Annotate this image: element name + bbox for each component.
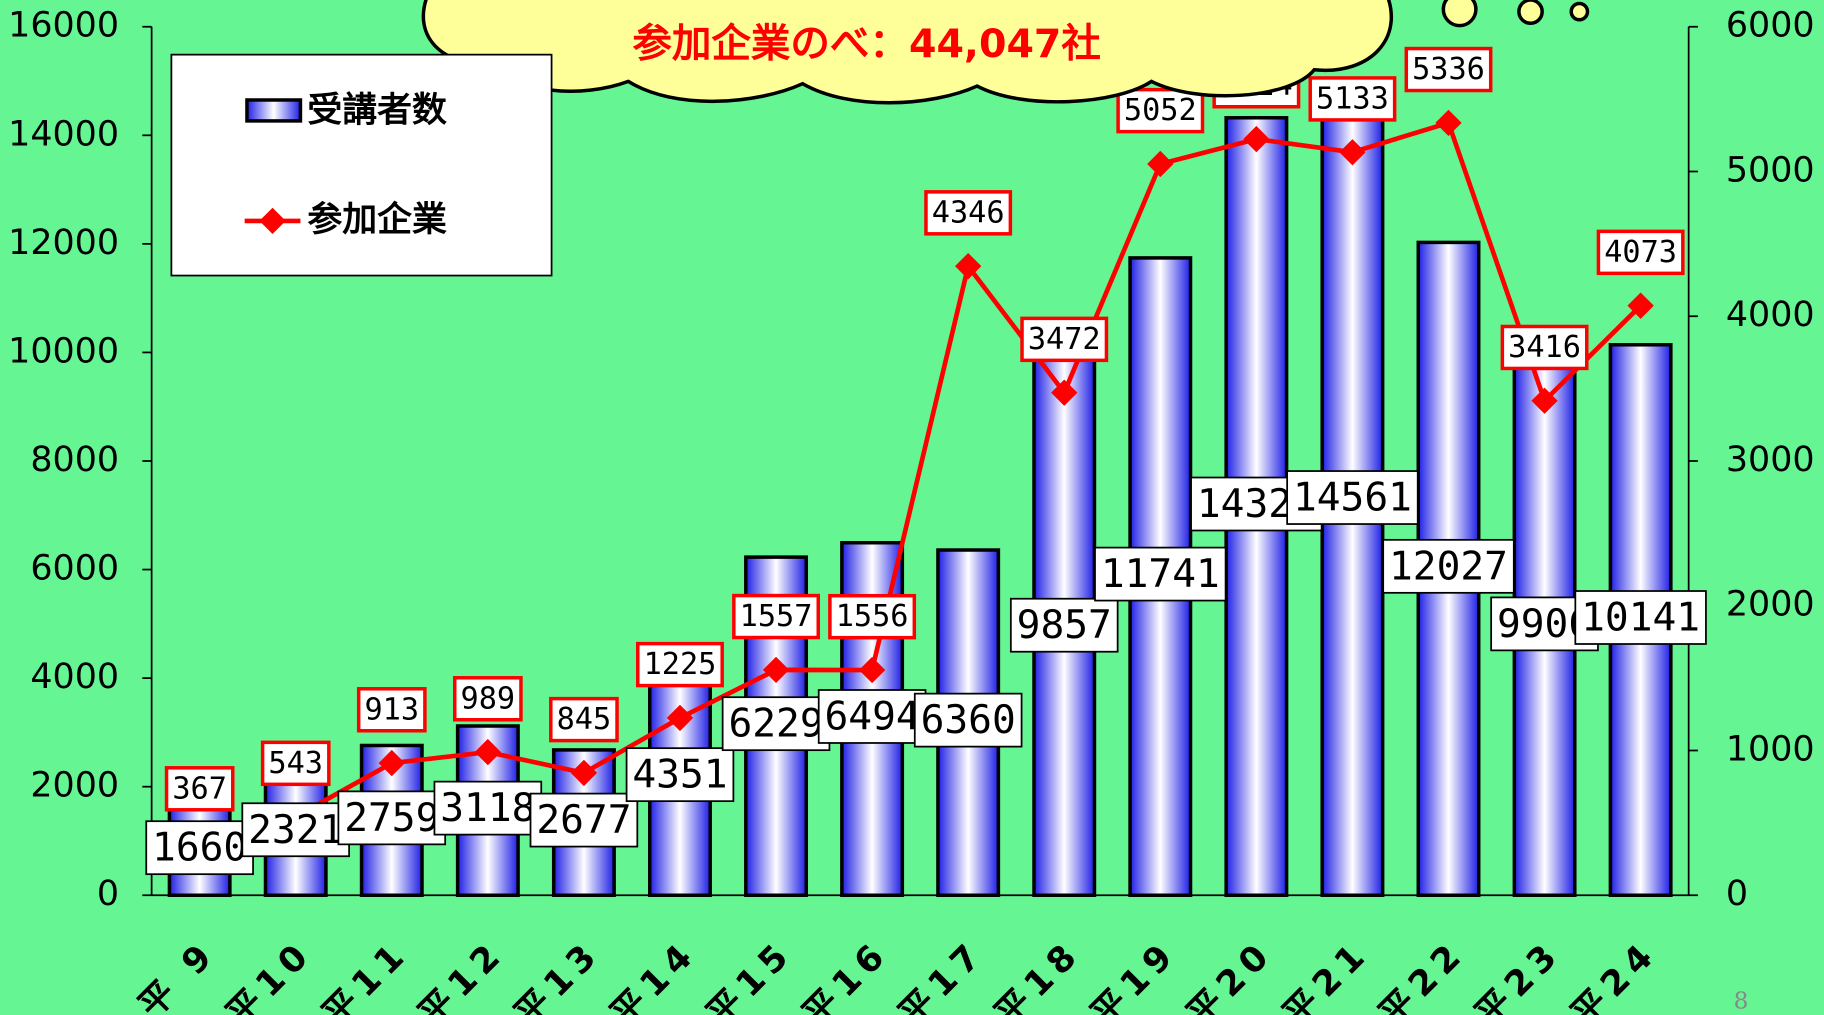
data-label-text: 4073 bbox=[1604, 235, 1677, 270]
data-label: 2677 bbox=[531, 794, 638, 847]
y2-tick-label: 4000 bbox=[1726, 295, 1815, 335]
data-label-text: 6229 bbox=[728, 701, 823, 747]
data-label-text: 989 bbox=[461, 681, 516, 716]
data-label-text: 913 bbox=[364, 692, 419, 727]
data-label: 845 bbox=[551, 699, 617, 741]
y-tick-label: 2000 bbox=[30, 766, 119, 806]
legend: 受講者数 参加企業 bbox=[171, 55, 551, 276]
data-label: 9857 bbox=[1011, 599, 1118, 652]
data-label: 5052 bbox=[1118, 90, 1202, 132]
data-label-text: 6360 bbox=[921, 697, 1016, 743]
data-label-text: 9857 bbox=[1017, 602, 1112, 648]
data-label: 6494 bbox=[819, 690, 926, 743]
legend-label: 参加企業 bbox=[307, 199, 447, 240]
legend-swatch bbox=[247, 100, 300, 121]
data-label-text: 12027 bbox=[1389, 543, 1508, 589]
y2-tick-label: 1000 bbox=[1726, 729, 1815, 769]
y2-tick-label: 3000 bbox=[1726, 440, 1815, 480]
chart: 0 2000 4000 6000 8000 10000 12000 14000 16000 0 10… bbox=[0, 0, 1824, 1015]
data-label-text: 367 bbox=[172, 771, 227, 806]
data-label-text: 1660 bbox=[152, 825, 247, 871]
data-label: 11741 bbox=[1095, 548, 1226, 601]
data-label: 4351 bbox=[627, 748, 734, 801]
data-label-text: 845 bbox=[557, 702, 612, 737]
data-label: 6229 bbox=[723, 697, 830, 750]
data-label: 3472 bbox=[1022, 318, 1106, 360]
data-label: 913 bbox=[359, 689, 425, 731]
y-tick-label: 10000 bbox=[8, 331, 119, 371]
data-label: 10141 bbox=[1575, 591, 1706, 644]
data-label: 543 bbox=[263, 742, 329, 784]
data-label-text: 10141 bbox=[1581, 595, 1700, 641]
data-label: 2321 bbox=[242, 803, 349, 856]
data-label: 1557 bbox=[734, 596, 818, 638]
data-label-text: 4351 bbox=[632, 752, 727, 798]
data-label-text: 2759 bbox=[344, 795, 439, 841]
y2-tick-label: 5000 bbox=[1726, 150, 1815, 190]
data-label-text: 2321 bbox=[248, 807, 343, 853]
data-label: 1225 bbox=[638, 644, 722, 686]
data-label: 4346 bbox=[926, 192, 1010, 234]
data-label-text: 6494 bbox=[825, 693, 920, 739]
y-tick-label: 4000 bbox=[30, 657, 119, 697]
data-label: 5336 bbox=[1406, 49, 1490, 91]
data-label: 1660 bbox=[146, 821, 253, 874]
data-label-text: 14561 bbox=[1293, 475, 1412, 521]
data-label-text: 5133 bbox=[1316, 81, 1389, 116]
data-label-text: 3416 bbox=[1508, 330, 1581, 365]
data-label-text: 5052 bbox=[1124, 93, 1197, 128]
data-label: 1556 bbox=[830, 596, 914, 638]
data-label: 367 bbox=[167, 768, 233, 810]
y-tick-label: 12000 bbox=[8, 223, 119, 263]
data-label-text: 5336 bbox=[1412, 52, 1485, 87]
y2-tick-label: 0 bbox=[1726, 874, 1748, 914]
data-label-text: 543 bbox=[268, 746, 323, 781]
data-label: 12027 bbox=[1383, 540, 1514, 593]
legend-label: 受講者数 bbox=[307, 90, 447, 131]
y-tick-label: 16000 bbox=[8, 6, 119, 46]
data-label: 3118 bbox=[434, 782, 541, 835]
data-label-text: 3472 bbox=[1028, 322, 1101, 357]
y2-tick-label: 6000 bbox=[1726, 6, 1815, 46]
data-label-text: 1225 bbox=[644, 647, 717, 682]
data-label: 989 bbox=[455, 678, 521, 720]
y-tick-label: 14000 bbox=[8, 114, 119, 154]
y-tick-label: 6000 bbox=[30, 549, 119, 589]
y2-tick-label: 2000 bbox=[1726, 585, 1815, 625]
y-tick-label: 0 bbox=[97, 874, 119, 914]
data-label-text: 4346 bbox=[932, 195, 1005, 230]
y-tick-label: 8000 bbox=[30, 440, 119, 480]
page-number: 8 bbox=[1734, 988, 1749, 1015]
data-label: 6360 bbox=[915, 694, 1022, 747]
data-label: 3416 bbox=[1502, 326, 1586, 368]
data-label-text: 3118 bbox=[440, 785, 535, 831]
annotation: 参加企業のべ：44,047社 bbox=[632, 21, 1101, 67]
data-label: 14561 bbox=[1287, 471, 1418, 524]
data-label: 2759 bbox=[338, 791, 445, 844]
data-label-text: 11741 bbox=[1101, 551, 1220, 597]
data-label-text: 1556 bbox=[836, 599, 909, 634]
data-label: 4073 bbox=[1598, 231, 1682, 273]
data-label-text: 1557 bbox=[740, 599, 813, 634]
data-label: 5133 bbox=[1310, 78, 1394, 120]
data-label-text: 2677 bbox=[536, 797, 631, 843]
